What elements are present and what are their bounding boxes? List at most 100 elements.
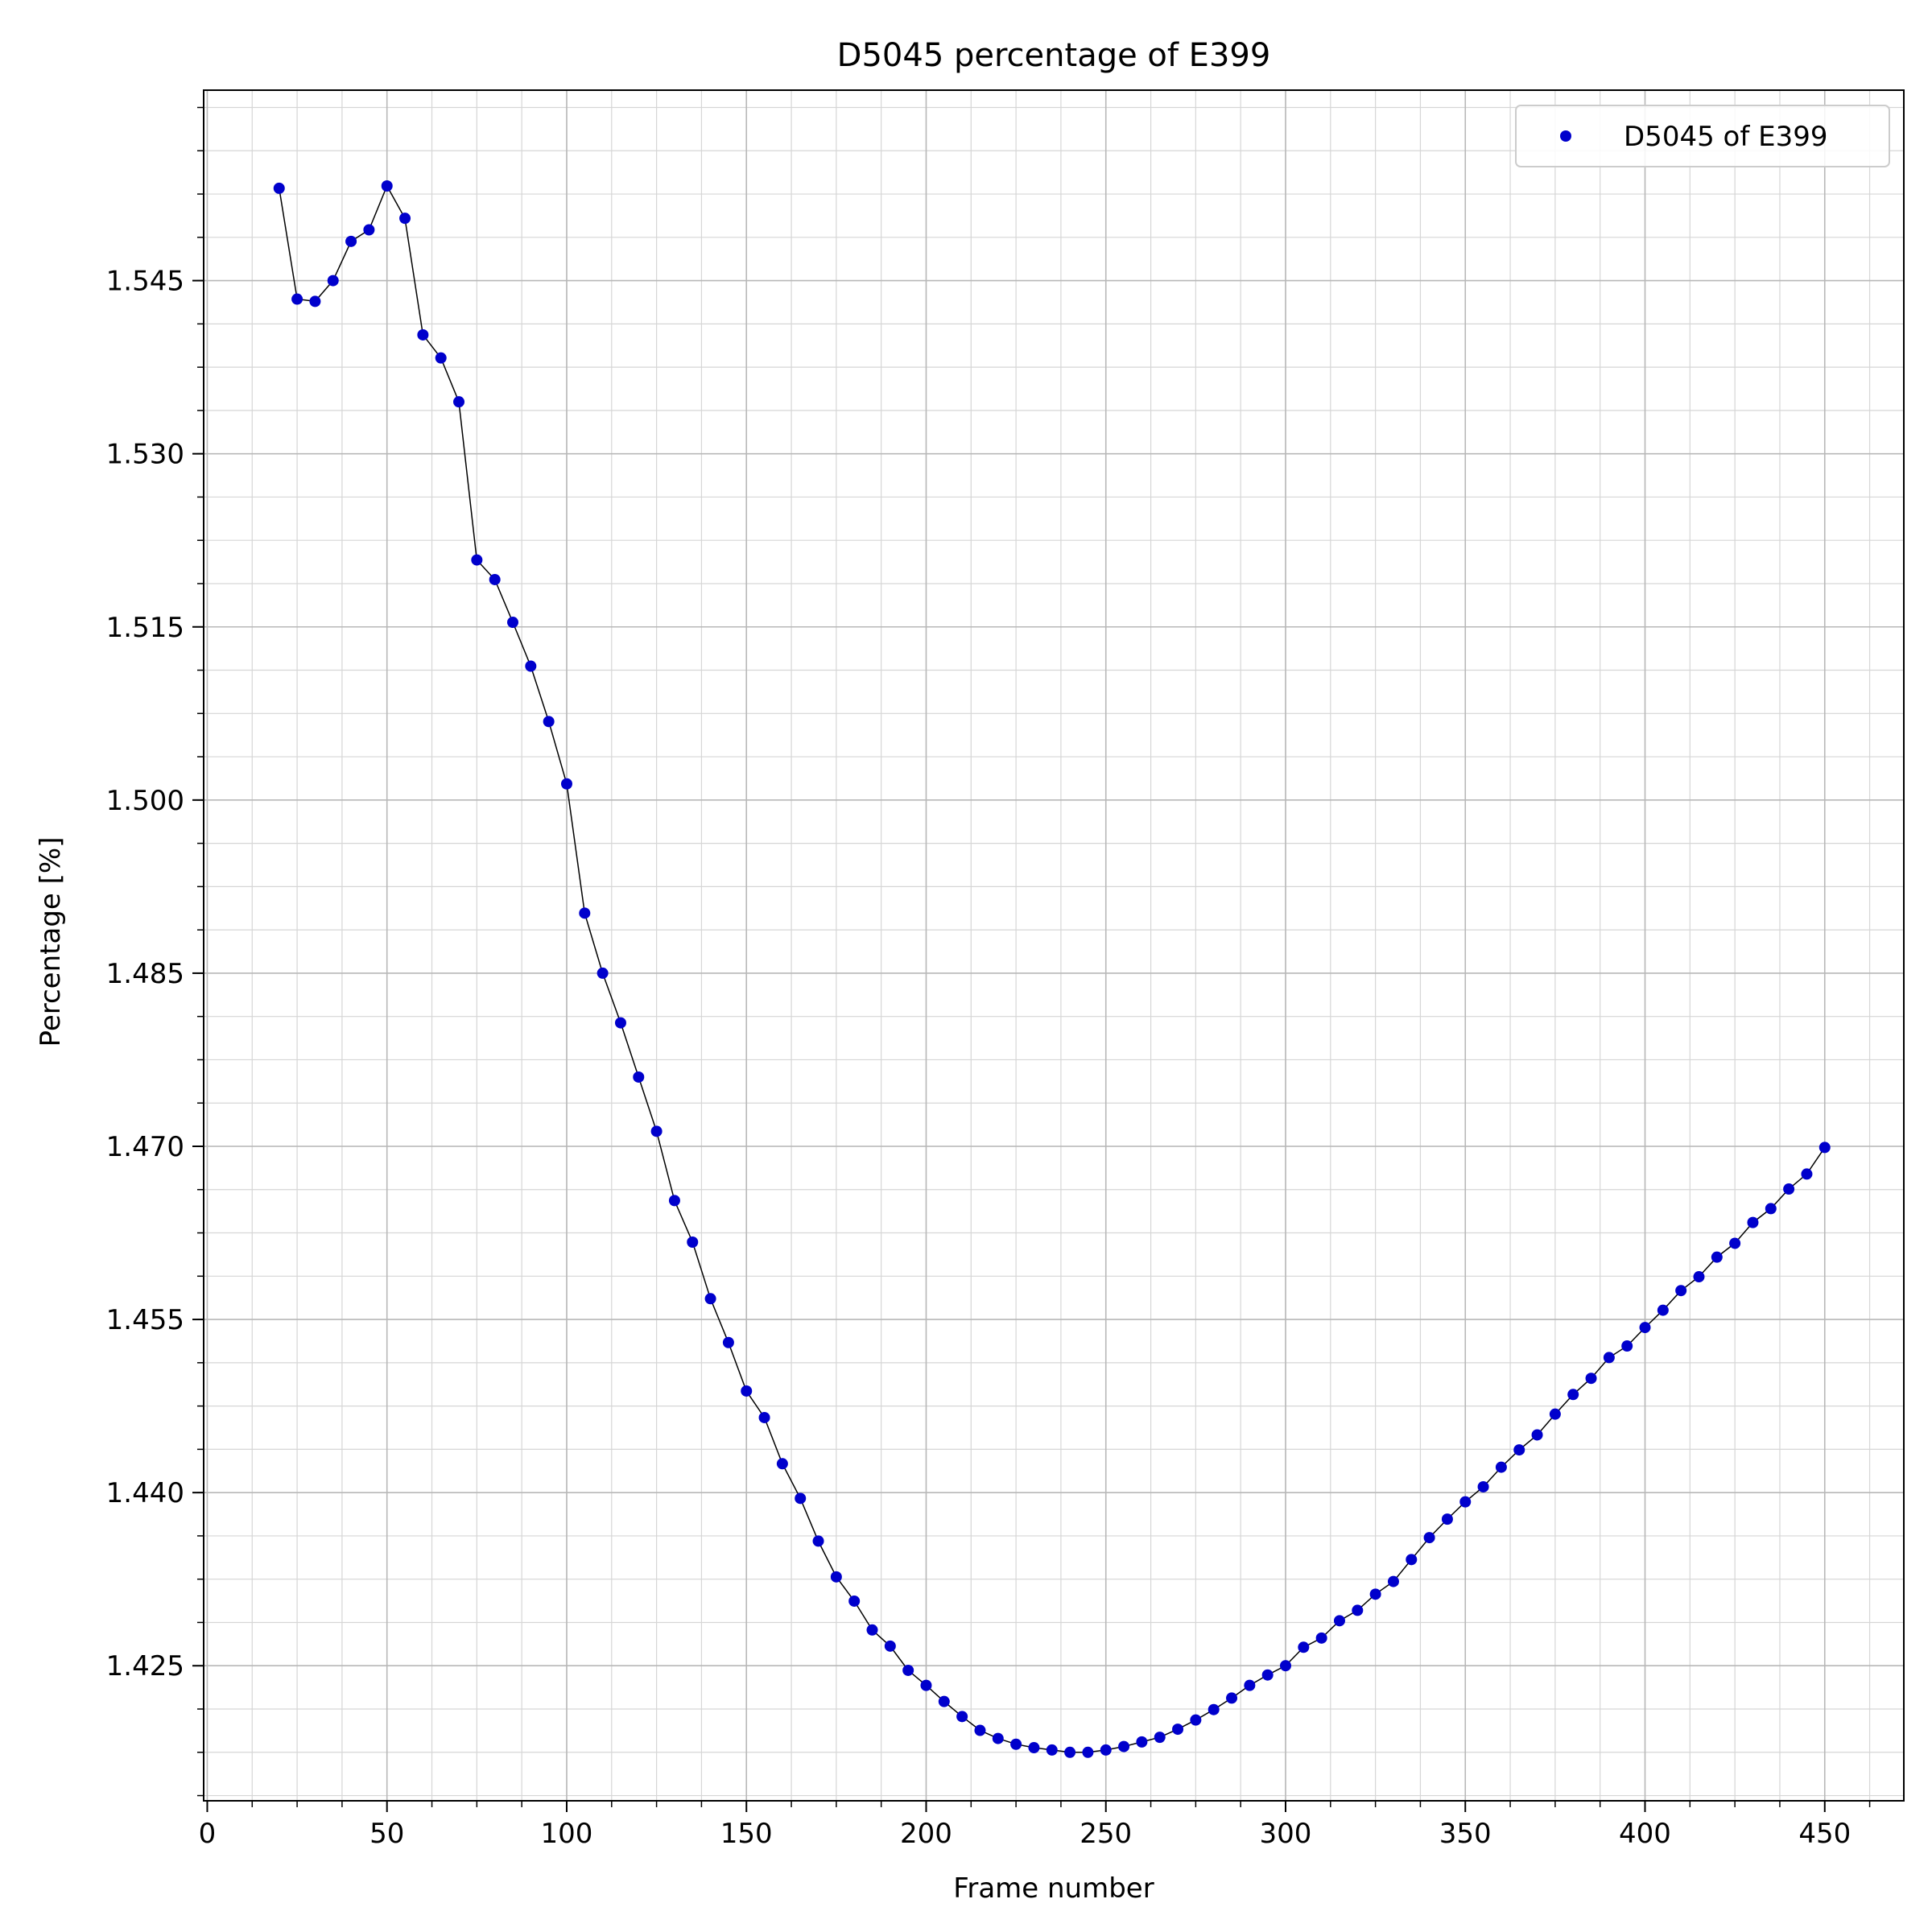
- data-point: [614, 1017, 626, 1029]
- data-point: [1100, 1744, 1112, 1756]
- data-point: [1028, 1742, 1040, 1754]
- data-point: [1818, 1141, 1831, 1154]
- data-point: [1513, 1444, 1525, 1456]
- data-point: [687, 1236, 699, 1249]
- data-point: [1585, 1373, 1597, 1385]
- x-tick-label: 350: [1439, 1818, 1492, 1850]
- data-point: [399, 213, 411, 225]
- y-tick-label: 1.545: [106, 266, 184, 298]
- data-point: [1783, 1183, 1795, 1195]
- x-axis-label: Frame number: [953, 1872, 1154, 1905]
- data-point: [543, 716, 555, 728]
- legend-label: D5045 of E399: [1624, 121, 1827, 153]
- data-point: [1369, 1588, 1381, 1600]
- data-point: [1298, 1641, 1310, 1653]
- data-point: [1118, 1740, 1130, 1752]
- data-point: [525, 660, 537, 672]
- data-point: [1549, 1408, 1561, 1420]
- x-tick-label: 300: [1260, 1818, 1312, 1850]
- data-point: [1333, 1615, 1345, 1627]
- x-tick-label: 400: [1619, 1818, 1671, 1850]
- data-point: [579, 907, 591, 919]
- data-point: [1208, 1703, 1220, 1715]
- data-point: [992, 1732, 1004, 1744]
- y-tick-label: 1.425: [106, 1650, 184, 1682]
- data-point: [884, 1640, 896, 1652]
- minor-grid: [204, 90, 1904, 1801]
- data-point: [381, 180, 393, 192]
- data-point: [1477, 1480, 1489, 1492]
- data-point: [812, 1535, 824, 1547]
- data-point: [956, 1711, 968, 1723]
- legend-marker: [1560, 130, 1571, 142]
- data-point: [633, 1071, 645, 1083]
- x-tick-label: 450: [1798, 1818, 1851, 1850]
- data-point: [1190, 1714, 1202, 1726]
- data-point: [309, 295, 321, 308]
- data-point: [1801, 1168, 1813, 1180]
- data-point: [1657, 1304, 1669, 1316]
- y-tick-label: 1.515: [106, 612, 184, 644]
- data-point: [560, 778, 572, 790]
- data-point: [1406, 1554, 1418, 1566]
- y-tick-label: 1.455: [106, 1304, 184, 1336]
- data-point: [795, 1492, 807, 1505]
- legend: D5045 of E399: [1515, 105, 1890, 167]
- data-point: [848, 1595, 861, 1607]
- data-point: [1010, 1738, 1022, 1750]
- chart-title: D5045 percentage of E399: [837, 37, 1271, 74]
- y-axis-label: Percentage [%]: [35, 837, 67, 1047]
- data-point: [1693, 1271, 1705, 1283]
- data-point: [1280, 1660, 1291, 1672]
- data-point: [1675, 1285, 1687, 1297]
- data-point: [1603, 1352, 1615, 1364]
- data-point: [1154, 1732, 1166, 1744]
- data-point: [668, 1195, 680, 1207]
- data-point: [938, 1695, 950, 1707]
- data-point: [650, 1125, 663, 1137]
- data-point: [489, 573, 501, 585]
- y-tick-label: 1.500: [106, 785, 184, 817]
- data-point: [1064, 1746, 1076, 1758]
- x-tick-label: 50: [369, 1818, 404, 1850]
- data-point: [1387, 1575, 1399, 1587]
- plot-frame: [203, 89, 1905, 1802]
- legend-box: [1515, 105, 1890, 167]
- y-tick-label: 1.530: [106, 439, 184, 471]
- data-point: [866, 1624, 878, 1636]
- data-point: [902, 1664, 914, 1676]
- data-point: [1082, 1746, 1094, 1758]
- axis-ticks: [192, 106, 1871, 1812]
- data-point: [1711, 1251, 1723, 1263]
- data-point: [920, 1679, 932, 1691]
- data-point: [417, 328, 429, 341]
- data-point: [974, 1724, 986, 1736]
- data-point: [704, 1293, 716, 1305]
- x-tick-label: 200: [900, 1818, 952, 1850]
- data-point: [453, 396, 465, 408]
- data-point: [758, 1411, 770, 1423]
- data-point: [597, 967, 609, 979]
- data-point: [1423, 1532, 1435, 1544]
- data-point: [471, 554, 483, 566]
- data-point: [1639, 1322, 1651, 1334]
- data-point: [327, 275, 339, 287]
- data-point: [345, 235, 357, 247]
- y-tick-label: 1.470: [106, 1131, 184, 1163]
- plot-series: [273, 180, 1831, 1758]
- x-tick-label: 250: [1080, 1818, 1132, 1850]
- data-point: [776, 1458, 788, 1470]
- data-point: [1441, 1513, 1453, 1525]
- data-point: [273, 182, 285, 194]
- data-point: [1261, 1669, 1274, 1681]
- data-point: [830, 1571, 842, 1583]
- x-tick-label: 0: [199, 1818, 217, 1850]
- tick-labels: 0 50 100 150 200 250 300 350 400 450 1.425 1.440 1.4…: [106, 266, 1852, 1850]
- series-line: [279, 184, 1826, 1753]
- data-point: [1621, 1340, 1633, 1352]
- data-point: [363, 224, 375, 236]
- data-point: [722, 1336, 734, 1348]
- data-point: [1226, 1692, 1238, 1704]
- y-tick-label: 1.440: [106, 1477, 184, 1509]
